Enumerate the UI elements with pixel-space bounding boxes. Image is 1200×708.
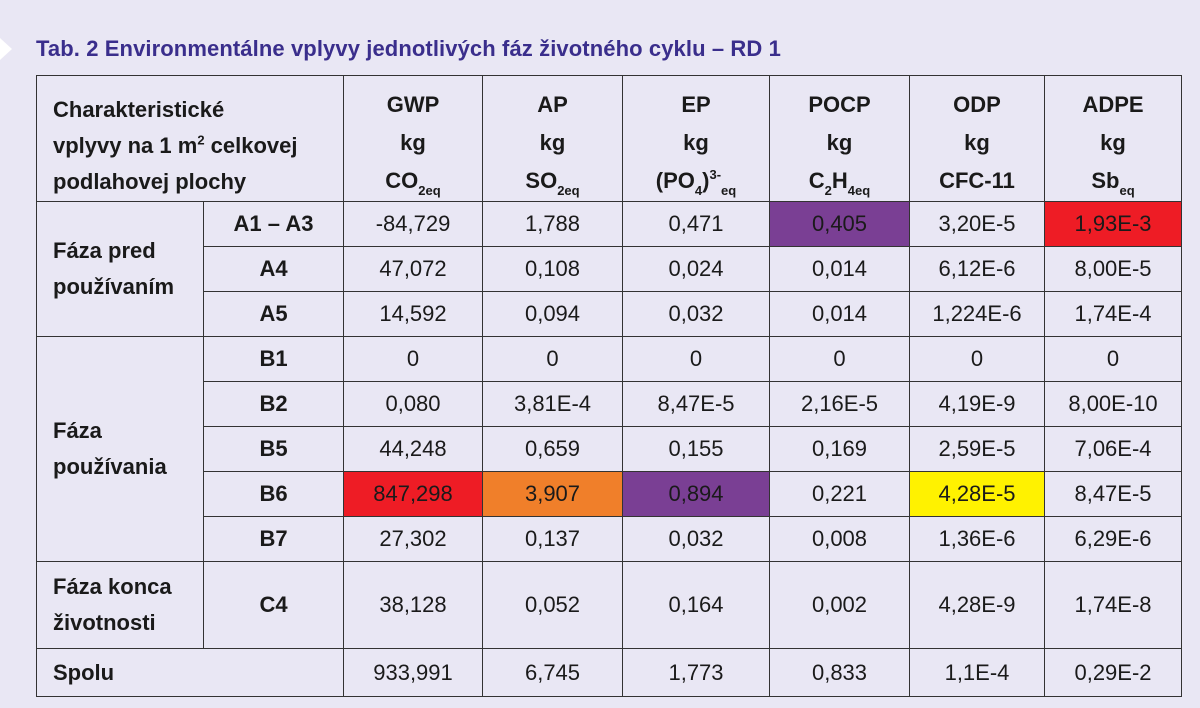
table-cell: 0,155 [622,426,770,472]
table-cell: 8,00E-10 [1044,381,1182,427]
table-cell: 2,16E-5 [769,381,910,427]
table-cell-highlight: 1,93E-3 [1044,201,1182,247]
row-label: A1 – A3 [203,201,344,247]
row-label: B6 [203,471,344,517]
table-cell: 0,032 [622,516,770,562]
table-cell: 0,024 [622,246,770,292]
table-cell-total: 933,991 [343,648,483,697]
header-pocp: POCP kg C2H4eq [769,75,910,202]
header-ep: EP kg (PO4)3-eq [622,75,770,202]
total-label: Spolu [36,648,344,697]
table-cell: 47,072 [343,246,483,292]
table-row-b1: Fáza používania B1 0 0 0 0 0 0 [36,336,1182,562]
table-cell: 6,29E-6 [1044,516,1182,562]
header-odp: ODP kg CFC-11 [909,75,1045,202]
table-row-total: Spolu 933,991 6,745 1,773 0,833 1,1E-4 0… [36,648,1182,697]
table-cell: 0,032 [622,291,770,337]
table-cell: 0,008 [769,516,910,562]
table-cell: 0,052 [482,561,623,649]
table-cell: 0 [1044,336,1182,382]
table-cell: 0,002 [769,561,910,649]
table-cell-highlight: 0,894 [622,471,770,517]
table-cell: 0 [343,336,483,382]
title-arrow-marker [0,38,12,60]
row-label: B7 [203,516,344,562]
table-cell: 8,00E-5 [1044,246,1182,292]
header-corner-cell: Charakteristické vplyvy na 1 m2 celkovej… [36,75,344,202]
row-label: C4 [203,561,344,649]
table-cell-total: 6,745 [482,648,623,697]
table-cell: 44,248 [343,426,483,472]
group-end: Fáza konca životnosti [36,561,204,649]
row-label: B2 [203,381,344,427]
table-cell: 0,137 [482,516,623,562]
table-cell: 0 [909,336,1045,382]
table-cell-total: 1,1E-4 [909,648,1045,697]
table-cell-total: 0,833 [769,648,910,697]
row-label: A4 [203,246,344,292]
table-cell: 0,169 [769,426,910,472]
corner-line-2: vplyvy na 1 m2 celkovej [53,132,298,158]
header-gwp: GWP kg CO2eq [343,75,483,202]
table-cell: 0,471 [622,201,770,247]
table-cell: 0,221 [769,471,910,517]
table-cell: 1,36E-6 [909,516,1045,562]
table-cell: 0,014 [769,246,910,292]
table-row-b5: B5 44,248 0,659 0,155 0,169 2,59E-5 7,06… [37,426,1182,472]
table-cell-highlight: 3,907 [482,471,623,517]
table-row-c4: Fáza konca životnosti C4 38,128 0,052 0,… [36,561,1182,649]
row-label: B1 [203,336,344,382]
table-cell: 3,81E-4 [482,381,623,427]
table-row-a1a3: Fáza pred používaním A1 – A3 -84,729 1,7… [36,201,1182,337]
group-pre-use: Fáza pred používaním [36,201,204,337]
table-cell-highlight: 0,405 [769,201,910,247]
table-cell: 7,06E-4 [1044,426,1182,472]
impact-table: Charakteristické vplyvy na 1 m2 celkovej… [36,75,1182,697]
table-cell: 0 [769,336,910,382]
table-cell: 4,19E-9 [909,381,1045,427]
table-row-b7: B7 27,302 0,137 0,032 0,008 1,36E-6 6,29… [37,516,1182,562]
header-ap: AP kg SO2eq [482,75,623,202]
table-cell: 4,28E-9 [909,561,1045,649]
table-cell-highlight: 4,28E-5 [909,471,1045,517]
table-cell-total: 1,773 [622,648,770,697]
table-row-b2: B2 0,080 3,81E-4 8,47E-5 2,16E-5 4,19E-9… [37,381,1182,427]
table-cell: 2,59E-5 [909,426,1045,472]
table-cell: 38,128 [343,561,483,649]
table-row-b6: B6 847,298 3,907 0,894 0,221 4,28E-5 8,4… [37,471,1182,517]
corner-line-3: podlahovej plochy [53,169,247,194]
table-cell: 1,224E-6 [909,291,1045,337]
corner-line-1: Charakteristické [53,97,225,122]
table-cell: 27,302 [343,516,483,562]
table-cell: 0,164 [622,561,770,649]
table-cell: 8,47E-5 [1044,471,1182,517]
group-use: Fáza používania [36,336,204,562]
header-adpe: ADPE kg Sbeq [1044,75,1182,202]
table-cell: 0 [482,336,623,382]
table-cell-highlight: 847,298 [343,471,483,517]
table-cell: 1,74E-8 [1044,561,1182,649]
table-cell: 1,788 [482,201,623,247]
table-cell: 6,12E-6 [909,246,1045,292]
table-title: Tab. 2 Environmentálne vplyvy jednotlivý… [36,36,781,61]
table-cell: 3,20E-5 [909,201,1045,247]
table-cell: 8,47E-5 [622,381,770,427]
row-label: A5 [203,291,344,337]
table-cell: -84,729 [343,201,483,247]
table-cell: 0,094 [482,291,623,337]
table-cell-total: 0,29E-2 [1044,648,1182,697]
table-row-a5: A5 14,592 0,094 0,032 0,014 1,224E-6 1,7… [37,291,1182,337]
row-label: B5 [203,426,344,472]
table-cell: 1,74E-4 [1044,291,1182,337]
table-cell: 0 [622,336,770,382]
table-cell: 0,014 [769,291,910,337]
table-cell: 0,080 [343,381,483,427]
header-row: Charakteristické vplyvy na 1 m2 celkovej… [36,75,1182,202]
table-row-a4: A4 47,072 0,108 0,024 0,014 6,12E-6 8,00… [37,246,1182,292]
table-cell: 14,592 [343,291,483,337]
table-cell: 0,659 [482,426,623,472]
table-cell: 0,108 [482,246,623,292]
